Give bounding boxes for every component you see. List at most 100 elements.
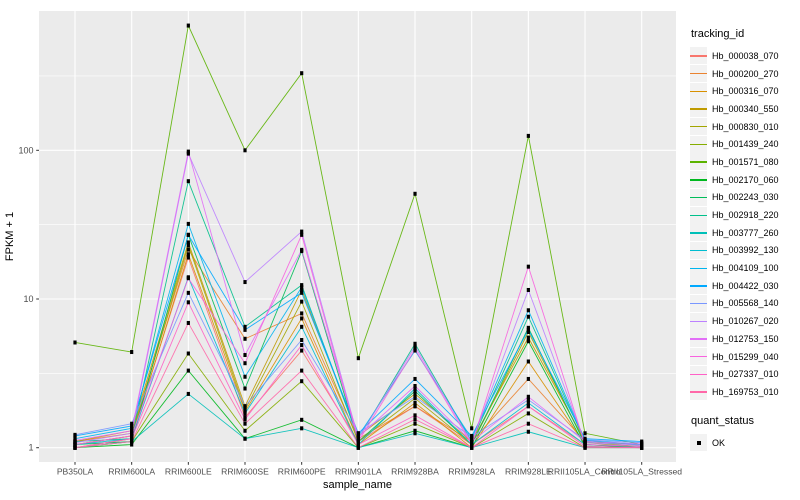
data-point — [186, 351, 190, 356]
data-point — [526, 264, 530, 269]
data-point — [130, 423, 134, 428]
data-point — [526, 335, 530, 340]
legend-item: Hb_015299_040 — [690, 348, 798, 366]
x-tick-label: RRIM600LA — [108, 467, 155, 477]
data-point — [413, 383, 417, 388]
legend-item-label: Hb_004422_030 — [712, 280, 779, 291]
y-tick-label: 10 — [23, 294, 33, 304]
data-point — [413, 191, 417, 196]
data-point — [186, 243, 190, 248]
series-color-key-icon — [690, 65, 707, 83]
legend-item: Hb_003777_260 — [690, 224, 798, 242]
series-color-key-icon — [690, 118, 707, 136]
data-point — [243, 327, 247, 332]
x-tick-label: RRIM928LE — [505, 467, 552, 477]
data-point — [300, 71, 304, 76]
data-point — [243, 428, 247, 433]
series-color-key-icon — [690, 135, 707, 153]
data-point — [300, 290, 304, 295]
data-point — [243, 361, 247, 366]
data-point — [186, 149, 190, 154]
data-point — [130, 431, 134, 436]
data-point — [356, 445, 360, 450]
x-tick-label: RRII105LA_Stressed — [601, 467, 682, 477]
data-point — [300, 348, 304, 353]
data-point — [186, 368, 190, 373]
x-tick-label: RRIM901LA — [335, 467, 382, 477]
data-point — [413, 404, 417, 409]
quant-status-legend: quant_status OK — [690, 415, 798, 452]
data-point — [526, 329, 530, 334]
series-color-key-icon — [690, 312, 707, 330]
panel-background — [39, 11, 676, 462]
legend-item-label: Hb_000038_070 — [712, 50, 779, 61]
legend-item-ok: OK — [690, 434, 798, 452]
data-point — [413, 344, 417, 349]
legend-title-tracking-id: tracking_id — [691, 28, 745, 40]
data-point — [470, 435, 474, 440]
data-point — [470, 439, 474, 444]
data-point — [73, 340, 77, 345]
data-point — [130, 428, 134, 433]
series-color-key-icon — [690, 82, 707, 100]
data-point — [73, 442, 77, 447]
legend-item-label: Hb_012753_150 — [712, 333, 779, 344]
data-point — [413, 400, 417, 405]
data-point — [413, 421, 417, 426]
data-point — [243, 386, 247, 391]
data-point — [186, 252, 190, 257]
data-point — [526, 411, 530, 416]
data-point — [130, 350, 134, 355]
data-point — [356, 442, 360, 447]
x-tick-label: RRIM928LA — [448, 467, 495, 477]
data-point — [300, 426, 304, 431]
data-point — [526, 376, 530, 381]
data-point — [526, 325, 530, 330]
data-point — [526, 400, 530, 405]
legend-item: Hb_169753_010 — [690, 383, 798, 401]
series-color-key-icon — [690, 171, 707, 189]
data-point — [300, 343, 304, 348]
data-point — [243, 421, 247, 426]
series-color-key-icon — [690, 330, 707, 348]
data-point — [583, 431, 587, 436]
legend-item-label: Hb_002170_060 — [712, 174, 779, 185]
data-point — [356, 435, 360, 440]
data-point — [413, 413, 417, 418]
legend-item: Hb_004422_030 — [690, 277, 798, 295]
data-point — [413, 389, 417, 394]
legend-item: Hb_001571_080 — [690, 153, 798, 171]
data-point — [186, 232, 190, 237]
legend-item-label: Hb_003992_130 — [712, 245, 779, 256]
data-point — [73, 445, 77, 450]
data-point — [300, 311, 304, 316]
legend-panel: tracking_id Hb_000038_070 Hb_000200_270 Hb… — [690, 28, 798, 452]
data-point — [413, 391, 417, 396]
data-point — [356, 439, 360, 444]
data-point — [300, 299, 304, 304]
x-tick-label: RRIM600LE — [165, 467, 212, 477]
legend-item-label: Hb_000200_270 — [712, 68, 779, 79]
data-point — [130, 426, 134, 431]
data-point — [243, 415, 247, 420]
legend-item: Hb_010267_020 — [690, 312, 798, 330]
legend-item: Hb_005568_140 — [690, 294, 798, 313]
data-point — [583, 445, 587, 450]
legend-item: Hb_001439_240 — [690, 135, 798, 153]
series-color-key-icon — [690, 277, 707, 295]
ok-point-key-icon — [690, 434, 707, 452]
legend-item: Hb_004109_100 — [690, 259, 798, 277]
legend-item-label: Hb_001439_240 — [712, 139, 779, 150]
data-point — [130, 439, 134, 444]
data-point — [186, 247, 190, 252]
data-point — [640, 445, 644, 450]
y-tick-label: 100 — [18, 145, 33, 155]
data-point — [300, 232, 304, 237]
data-point — [583, 439, 587, 444]
legend-item-label: Hb_000316_070 — [712, 86, 779, 97]
legend-item: Hb_012753_150 — [690, 330, 798, 348]
data-point — [526, 287, 530, 292]
data-point — [526, 397, 530, 402]
data-point — [243, 280, 247, 285]
